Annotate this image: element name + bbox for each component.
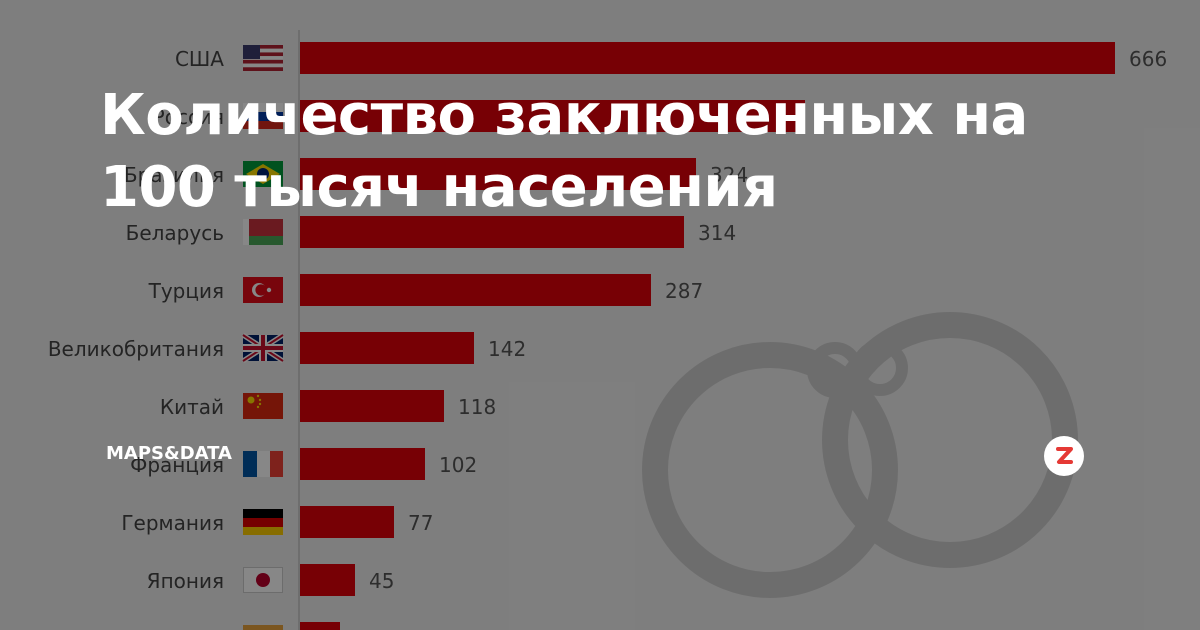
bar-10 — [300, 622, 340, 630]
bar-1 — [300, 100, 805, 132]
value-label: 287 — [665, 279, 703, 303]
flag-japan-icon — [243, 567, 283, 593]
bar-2 — [300, 158, 696, 190]
value-label: 102 — [439, 453, 477, 477]
flag-partial-icon — [243, 625, 283, 630]
value-label: 77 — [408, 511, 433, 535]
category-label: Бразилия — [124, 163, 224, 187]
category-label: Япония — [147, 569, 224, 593]
bar-8 — [300, 506, 394, 538]
value-label: 314 — [698, 221, 736, 245]
category-label: Турция — [148, 279, 224, 303]
source-label: MAPS&DATA — [106, 443, 232, 464]
category-label: Беларусь — [126, 221, 224, 245]
category-label: Франция — [130, 453, 224, 477]
flag-germany-icon — [243, 509, 283, 535]
bar-7 — [300, 448, 425, 480]
flag-brazil-icon — [243, 161, 283, 187]
value-label: 45 — [369, 569, 394, 593]
page-title: Количество заключенных на 100 тысяч насе… — [100, 83, 1028, 220]
flag-turkey-icon — [243, 277, 283, 303]
flag-france-icon — [243, 451, 283, 477]
value-label: 142 — [488, 337, 526, 361]
zen-logo-icon[interactable] — [1044, 436, 1084, 476]
value-label: 324 — [710, 163, 748, 187]
zen-logo-glyph — [1056, 447, 1073, 464]
bar-3 — [300, 216, 684, 248]
category-label: Китай — [160, 395, 224, 419]
flag-china-icon — [243, 393, 283, 419]
flag-usa-icon — [243, 45, 283, 71]
category-label: Германия — [121, 511, 224, 535]
category-label: Россия — [153, 105, 224, 129]
flag-russia-icon — [243, 103, 283, 129]
category-label: Великобритания — [48, 337, 224, 361]
bar-0 — [300, 42, 1115, 74]
value-label: 666 — [1129, 47, 1167, 71]
bar-4 — [300, 274, 651, 306]
bar-5 — [300, 332, 474, 364]
value-label: 118 — [458, 395, 496, 419]
bar-9 — [300, 564, 355, 596]
bar-6 — [300, 390, 444, 422]
category-label: США — [175, 47, 224, 71]
flag-belarus-icon — [243, 219, 283, 245]
flag-uk-icon — [241, 332, 285, 364]
